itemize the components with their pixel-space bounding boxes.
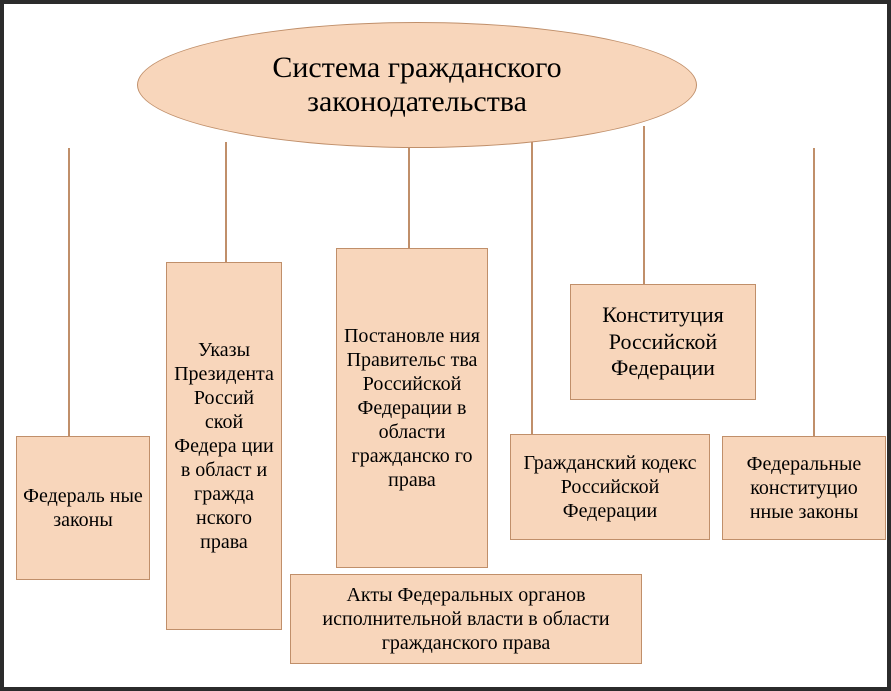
root-node: Система гражданского законодательства [137, 22, 697, 148]
diagram-canvas: Система гражданского законодательства Фе… [4, 4, 887, 687]
node-n3: Постановле ния Правительс тва Российской… [336, 248, 488, 568]
node-label: Указы Президента Россий ской Федера ции … [173, 338, 275, 554]
node-label: Федераль ные законы [23, 484, 143, 532]
node-n5: Конституция Российской Федерации [570, 284, 756, 400]
root-label: Система гражданского законодательства [138, 51, 696, 119]
node-label: Федеральные конституцио нные законы [729, 452, 879, 524]
node-n4: Акты Федеральных органов исполнительной … [290, 574, 642, 664]
node-label: Гражданский кодекс Российской Федерации [517, 451, 703, 523]
node-n2: Указы Президента Россий ской Федера ции … [166, 262, 282, 630]
node-label: Постановле ния Правительс тва Российской… [343, 324, 481, 492]
node-label: Конституция Российской Федерации [577, 302, 749, 381]
node-n7: Федеральные конституцио нные законы [722, 436, 886, 540]
node-label: Акты Федеральных органов исполнительной … [297, 583, 635, 655]
node-n6: Гражданский кодекс Российской Федерации [510, 434, 710, 540]
node-n1: Федераль ные законы [16, 436, 150, 580]
